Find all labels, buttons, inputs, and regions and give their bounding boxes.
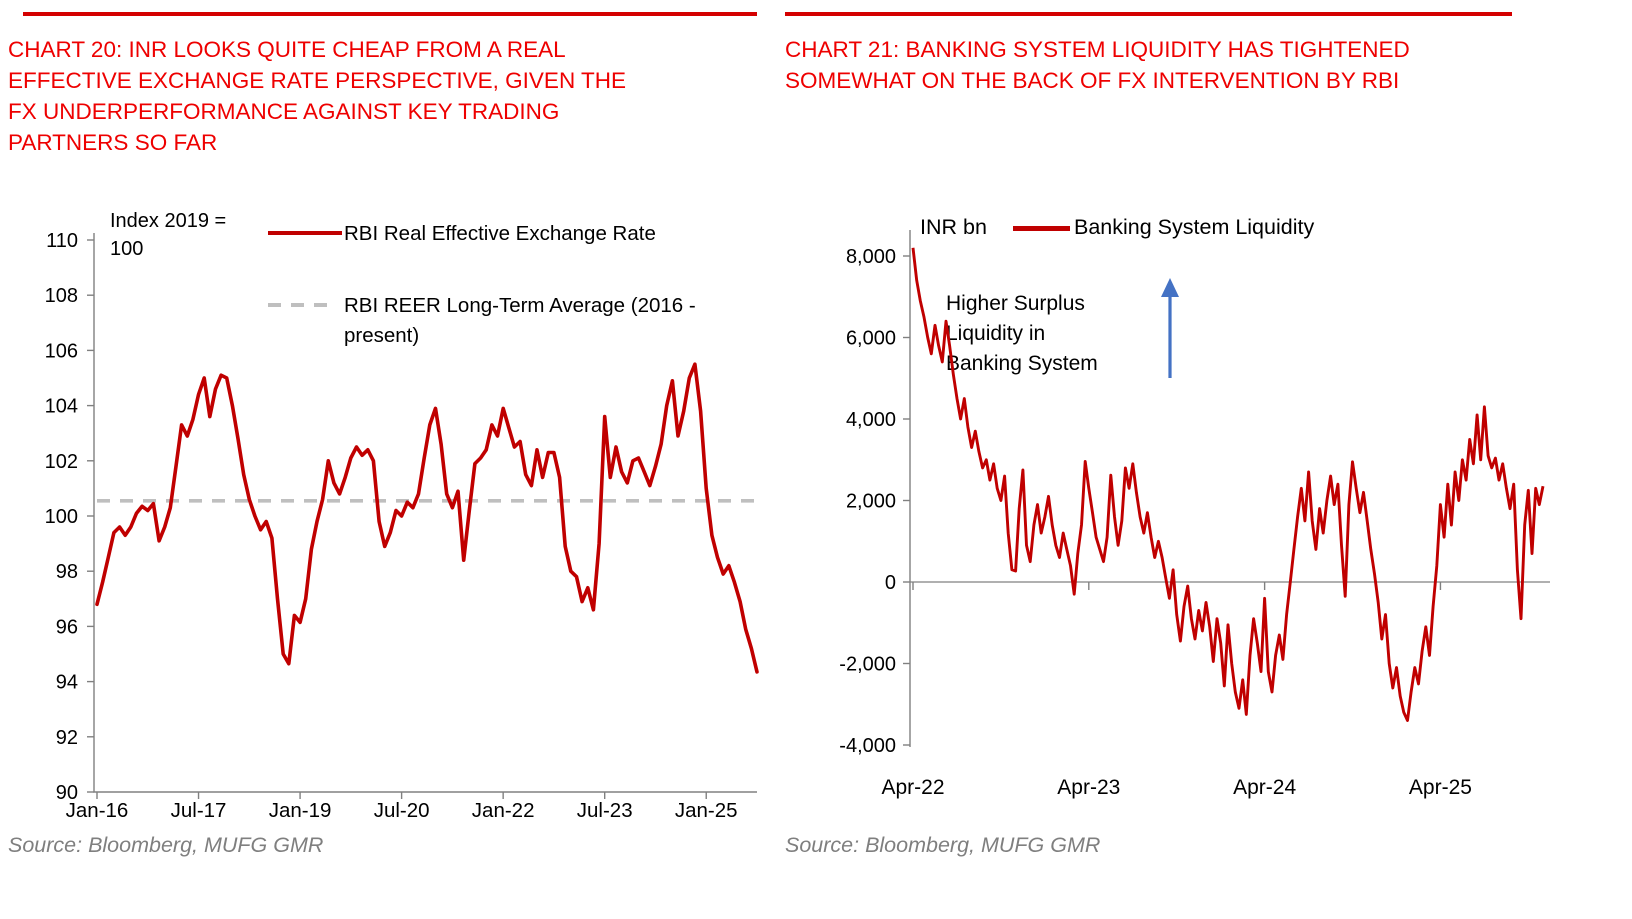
chart20-title-line1: CHART 20: INR LOOKS QUITE CHEAP FROM A R… (8, 37, 566, 62)
liquidity-x-tick-label: Apr-22 (881, 776, 944, 799)
reer-x-tick-label: Jan-22 (472, 799, 535, 822)
reer-y-tick-label: 94 (56, 672, 78, 694)
chart20-title-line2: EFFECTIVE EXCHANGE RATE PERSPECTIVE, GIV… (8, 68, 627, 93)
reer-avg-legend-label-line2: present) (344, 324, 420, 347)
left-header-rule (23, 12, 757, 16)
reer-y-tick-label: 100 (45, 506, 78, 528)
liquidity-annotation: Higher Surplus Liquidity in Banking Syst… (946, 289, 1098, 379)
reer-y-tick-label: 92 (56, 727, 78, 749)
liquidity-line (911, 247, 1545, 722)
reer-y-tick-label: 108 (45, 285, 78, 307)
liquidity-y-tick-label: -2,000 (839, 654, 896, 676)
reer-y-tick-label: 98 (56, 561, 78, 583)
reer-y-tick-label: 90 (56, 782, 78, 804)
reer-avg-legend-dash-sample (268, 303, 332, 307)
reer-axis-note-line1: Index 2019 = (110, 210, 227, 232)
reer-x-tick-label: Jul-20 (374, 799, 430, 822)
reer-y-tick-label: 106 (45, 340, 78, 362)
reer-y-tick-label: 102 (45, 451, 78, 473)
chart20-title: CHART 20: INR LOOKS QUITE CHEAP FROM A R… (8, 34, 626, 158)
reer-avg-legend-label-line1: RBI REER Long-Term Average (2016 - (344, 294, 696, 317)
reer-axis-note: Index 2019 = 100 (110, 207, 226, 263)
reer-x-tick-label: Jul-23 (577, 799, 633, 822)
reer-x-tick-label: Jul-17 (171, 799, 227, 822)
liquidity-legend-label: Banking System Liquidity (1074, 215, 1315, 239)
liquidity-y-tick-label: 6,000 (846, 328, 896, 350)
liquidity-x-tick-label: Apr-24 (1233, 776, 1296, 799)
liquidity-annotation-line2: Liquidity in (946, 322, 1046, 345)
liquidity-y-tick-label: 4,000 (846, 409, 896, 431)
right-source-text: Source: Bloomberg, MUFG GMR (785, 833, 1101, 857)
reer-x-tick-label: Jan-25 (675, 799, 738, 822)
chart21-title-line1: CHART 21: BANKING SYSTEM LIQUIDITY HAS T… (785, 37, 1410, 62)
left-source-text: Source: Bloomberg, MUFG GMR (8, 833, 324, 857)
chart21-title: CHART 21: BANKING SYSTEM LIQUIDITY HAS T… (785, 34, 1410, 96)
liquidity-legend-line-sample (1013, 226, 1070, 231)
liquidity-y-tick-label: 8,000 (846, 246, 896, 268)
reer-axis-note-line2: 100 (110, 238, 144, 260)
reer-y-tick-label: 104 (45, 396, 78, 418)
liquidity-y-tick-label: 0 (885, 572, 896, 594)
reer-y-tick-label: 110 (46, 230, 78, 252)
reer-avg-legend-label: RBI REER Long-Term Average (2016 - prese… (344, 291, 696, 351)
liquidity-x-tick-label: Apr-25 (1409, 776, 1472, 799)
chart21-title-line2: SOMEWHAT ON THE BACK OF FX INTERVENTION … (785, 68, 1400, 93)
up-arrow-head-icon (1161, 278, 1179, 297)
reer-line (95, 362, 759, 674)
reer-y-tick-label: 96 (56, 616, 78, 638)
reer-legend-line-sample (268, 231, 342, 235)
reer-axes (93, 233, 757, 793)
liquidity-annotation-line1: Higher Surplus (946, 292, 1085, 315)
liquidity-unit-label: INR bn (920, 215, 987, 239)
right-header-rule (785, 12, 1512, 16)
liquidity-y-tick-label: -4,000 (839, 735, 896, 757)
reer-x-tick-label: Jan-16 (66, 799, 129, 822)
liquidity-annotation-line3: Banking System (946, 352, 1098, 375)
chart20-title-line3: FX UNDERPERFORMANCE AGAINST KEY TRADING (8, 99, 560, 124)
reer-x-tick-label: Jan-19 (269, 799, 332, 822)
liquidity-y-tick-label: 2,000 (846, 491, 896, 513)
liquidity-x-tick-label: Apr-23 (1057, 776, 1120, 799)
reer-legend-label: RBI Real Effective Exchange Rate (344, 222, 656, 245)
chart20-title-line4: PARTNERS SO FAR (8, 130, 218, 155)
